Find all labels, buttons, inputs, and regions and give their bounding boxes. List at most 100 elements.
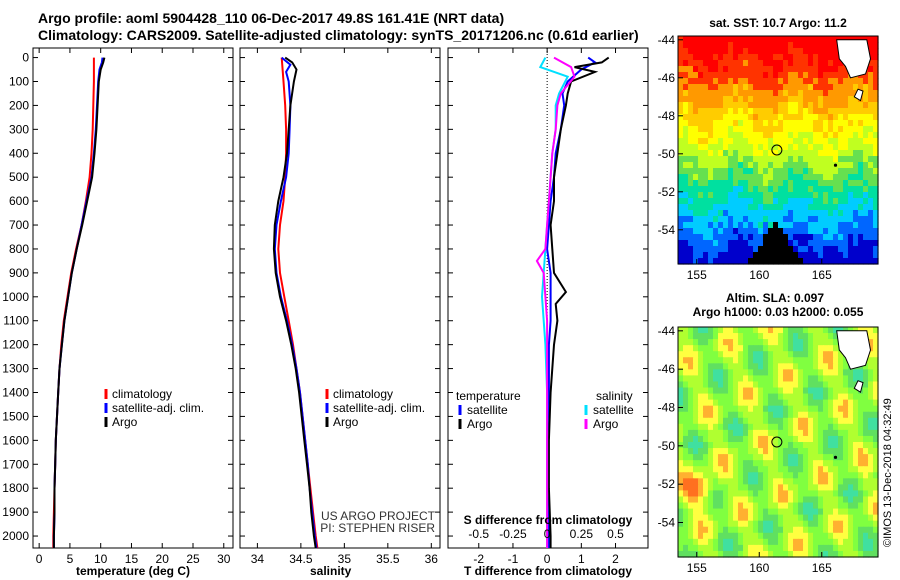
- sst-map-cell: [823, 216, 829, 223]
- sla-map-cell: [728, 363, 734, 370]
- sla-map-cell: [773, 381, 779, 389]
- sla-map-cell: [793, 435, 799, 443]
- sla-map-cell: [783, 532, 789, 540]
- sla-map-cell: [863, 544, 869, 552]
- sst-map-cell: [843, 126, 849, 133]
- sst-map-cell: [748, 228, 754, 235]
- sla-map-cell: [863, 460, 869, 467]
- sst-map-cell: [813, 126, 819, 133]
- sla-map-cell: [708, 496, 714, 504]
- sla-map-cell: [828, 375, 834, 383]
- sst-map-cell: [808, 228, 814, 235]
- sst-map-cell: [788, 144, 794, 151]
- sla-map-cell: [723, 442, 729, 449]
- sst-map-cell: [843, 174, 849, 181]
- sst-map-cell: [718, 54, 724, 61]
- sst-map-cell: [763, 198, 769, 205]
- sla-map-cell: [763, 351, 769, 358]
- sla-map-cell: [838, 496, 844, 504]
- sla-map-cell: [728, 502, 734, 510]
- sla-map-cell: [793, 429, 799, 437]
- sla-map-cell: [748, 429, 754, 437]
- sla-map-cell: [703, 369, 709, 377]
- sla-map-cell: [733, 550, 739, 558]
- sla-map-cell: [728, 399, 734, 407]
- sla-map-cell: [808, 387, 814, 395]
- sla-map-cell: [688, 532, 694, 540]
- sla-map-cell: [868, 423, 874, 431]
- sla-map-cell: [873, 417, 879, 425]
- sla-map-cell: [733, 526, 739, 534]
- sst-map-cell: [823, 192, 829, 199]
- sla-map-cell: [683, 460, 689, 467]
- sla-map-cell: [738, 514, 744, 522]
- sst-map-cell: [753, 234, 759, 241]
- sst-map-cell: [818, 42, 824, 49]
- sla-map-cell: [678, 442, 684, 449]
- sst-map-cell: [833, 84, 839, 91]
- sst-map-cell: [733, 210, 739, 217]
- sla-map-cell: [808, 411, 814, 419]
- sla-map-cell: [793, 423, 799, 431]
- sst-map-cell: [823, 132, 829, 139]
- sla-map-cell: [778, 429, 784, 437]
- sla-map-cell: [763, 387, 769, 395]
- sst-map-cell: [763, 90, 769, 97]
- sst-map-cell: [818, 228, 824, 235]
- sla-map-cell: [843, 417, 849, 425]
- x-tick-label: 34.5: [289, 552, 313, 566]
- sla-map-cell: [698, 333, 704, 340]
- sst-map-cell: [753, 126, 759, 133]
- sla-map-cell: [808, 351, 814, 358]
- sst-map-cell: [788, 198, 794, 205]
- sla-map-cell: [818, 484, 824, 492]
- sla-map-cell: [848, 375, 854, 383]
- sla-map-cell: [678, 387, 684, 395]
- sst-map-cell: [823, 36, 829, 43]
- sla-map-cell: [718, 411, 724, 419]
- sla-map-cell: [793, 387, 799, 395]
- sst-map-cell: [703, 168, 709, 175]
- sla-map-cell: [838, 369, 844, 377]
- sst-map-cell: [838, 228, 844, 235]
- sst-map-cell: [728, 174, 734, 181]
- depth-tick-label: 1900: [2, 505, 29, 519]
- sla-map-cell: [818, 502, 824, 510]
- sla-map-cell: [698, 478, 704, 485]
- sst-map-cell: [818, 36, 824, 43]
- sst-map-cell: [868, 48, 874, 55]
- sla-map-cell: [768, 526, 774, 534]
- sst-map-cell: [723, 162, 729, 169]
- sst-map-cell: [743, 156, 749, 163]
- sla-map-cell: [803, 496, 809, 504]
- sla-map-cell: [843, 538, 849, 546]
- sst-map-cell: [768, 192, 774, 199]
- sla-map-cell: [803, 357, 809, 364]
- sst-map-cell: [848, 240, 854, 247]
- sla-map-cell: [868, 496, 874, 504]
- sst-map-cell: [828, 150, 834, 157]
- imos-credit: ©IMOS 13-Dec-2018 04:32:49: [882, 398, 894, 547]
- sst-map-cell: [798, 60, 804, 67]
- sst-map-cell: [818, 240, 824, 247]
- sst-map-cell: [763, 48, 769, 55]
- sst-map-cell: [768, 246, 774, 253]
- sst-map-cell: [783, 96, 789, 103]
- sst-map-cell: [803, 198, 809, 205]
- sla-map-cell: [723, 411, 729, 419]
- depth-tick-label: 2000: [2, 529, 29, 543]
- sst-map-cell: [868, 36, 874, 43]
- sst-map-cell: [693, 168, 699, 175]
- sst-map-cell: [703, 174, 709, 181]
- sst-map-cell: [783, 48, 789, 55]
- sst-map-cell: [848, 186, 854, 193]
- sla-map-cell: [868, 417, 874, 425]
- sla-map-cell: [768, 405, 774, 413]
- sla-map-cell: [748, 484, 754, 492]
- sst-map-cell: [688, 192, 694, 199]
- sla-map-cell: [733, 502, 739, 510]
- sst-map-cell: [788, 96, 794, 103]
- sst-map-cell: [758, 240, 764, 247]
- sla-map-cell: [718, 484, 724, 492]
- sla-map-cell: [743, 423, 749, 431]
